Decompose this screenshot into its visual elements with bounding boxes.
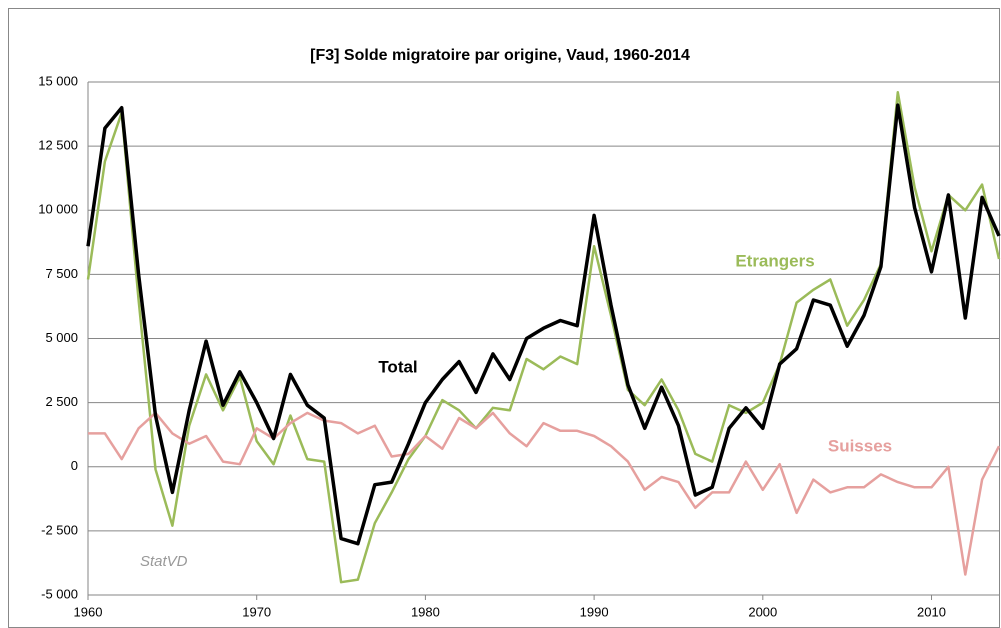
y-tick-label: -2 500	[41, 522, 78, 537]
x-tick-label: 2000	[748, 604, 777, 619]
x-tick-label: 1970	[242, 604, 271, 619]
source: StatVD	[140, 553, 188, 570]
y-tick-label: 10 000	[38, 202, 78, 217]
x-tick-label: 1980	[411, 604, 440, 619]
y-tick-label: 7 500	[45, 266, 78, 281]
chart-title: [F3] Solde migratoire par origine, Vaud,…	[310, 47, 690, 64]
series-line	[88, 411, 1001, 576]
x-tick-label: 1990	[580, 604, 609, 619]
series-label: Etrangers	[735, 251, 814, 270]
x-tick-label: 2010	[917, 604, 946, 619]
y-tick-label: 12 500	[38, 138, 78, 153]
y-tick-label: 15 000	[38, 73, 78, 88]
series-label: Total	[378, 357, 417, 376]
y-tick-label: -5 000	[41, 586, 78, 601]
y-tick-label: 0	[71, 458, 78, 473]
x-tick-label: 1960	[74, 604, 103, 619]
series-line	[86, 91, 1001, 584]
y-tick-label: 2 500	[45, 394, 78, 409]
series-line	[86, 103, 1001, 546]
y-tick-label: 5 000	[45, 330, 78, 345]
series-label: Suisses	[828, 436, 892, 455]
